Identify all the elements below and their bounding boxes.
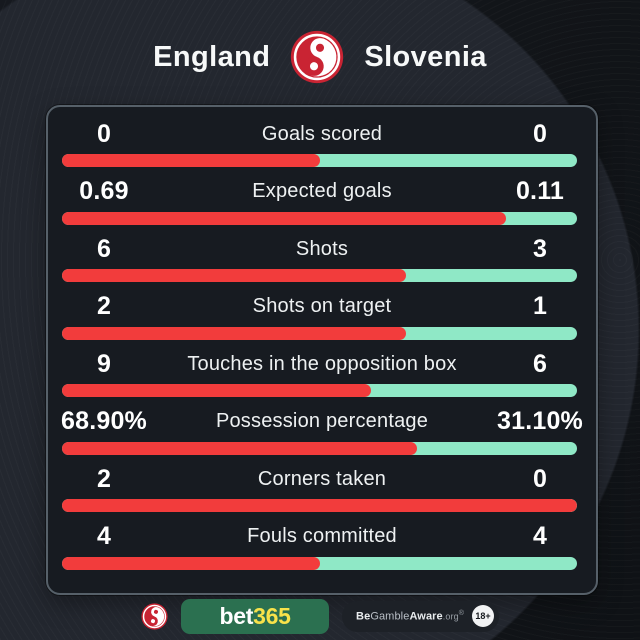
home-bar-fill (62, 441, 417, 455)
stat-bar (62, 556, 577, 570)
stat-label: Goals scored (261, 122, 383, 145)
match-header: England Slovenia (0, 28, 640, 86)
stat-bar (62, 269, 577, 282)
stat-label: Fouls committed (247, 525, 397, 547)
stat-bar (62, 211, 577, 225)
away-value: 0.11 (515, 177, 565, 205)
away-value: 3 (532, 234, 548, 263)
away-value: 31.10% (497, 407, 583, 435)
stat-bar (62, 326, 577, 340)
stat-bar (62, 154, 577, 167)
away-team-name: Slovenia (364, 40, 487, 73)
stat-row-shots: 6 Shots 3 (48, 230, 596, 288)
away-value: 4 (532, 522, 548, 550)
stat-bar (62, 499, 577, 512)
home-bar-fill (62, 211, 507, 225)
home-value: 0 (96, 119, 112, 148)
brand-bet-text: bet (219, 602, 254, 629)
stat-row-touches-opposition-box: 9 Touches in the opposition box 6 (48, 345, 596, 403)
stat-bar (62, 384, 577, 397)
stat-label: Shots (295, 237, 349, 260)
home-bar-fill (62, 556, 320, 570)
begambleaware-label: BeGambleAware.org® (356, 609, 464, 623)
bet365-brand-badge[interactable]: bet 365 (181, 598, 330, 634)
stat-label: Expected goals (252, 180, 392, 202)
stat-row-fouls: 4 Fouls committed 4 (48, 518, 596, 576)
home-value: 6 (96, 234, 112, 263)
stat-label: Possession percentage (215, 410, 429, 432)
home-value: 2 (96, 464, 112, 493)
home-value: 9 (96, 349, 112, 378)
stat-row-possession: 68.90% Possession percentage 31.10% (48, 403, 596, 461)
home-bar-fill (62, 326, 406, 340)
bet365-inplay-logo-small-icon (141, 602, 168, 630)
stat-label: Shots on target (252, 295, 392, 317)
stat-bar (62, 441, 577, 455)
footer: bet 365 BeGambleAware.org® 18+ (0, 597, 640, 635)
home-bar-fill (62, 384, 371, 397)
away-value: 6 (532, 349, 548, 378)
home-team-name: England (153, 40, 271, 73)
stats-panel: 0 Goals scored 0 0.69 Expected goals 0.1… (46, 105, 598, 595)
stat-row-shots-on-target: 2 Shots on target 1 (48, 288, 596, 346)
home-value: 2 (96, 292, 112, 320)
home-value: 68.90% (61, 407, 147, 435)
away-value: 0 (532, 119, 548, 148)
stat-label: Touches in the opposition box (187, 352, 457, 375)
stat-label: Corners taken (257, 467, 387, 490)
home-value: 4 (96, 522, 112, 550)
away-value: 1 (532, 292, 548, 320)
age-18-badge: 18+ (471, 605, 494, 627)
brand-365-text: 365 (253, 602, 291, 629)
away-value: 0 (532, 464, 548, 493)
stat-row-expected-goals: 0.69 Expected goals 0.11 (48, 173, 596, 231)
home-value: 0.69 (79, 177, 129, 205)
home-bar-fill (62, 269, 406, 282)
home-bar-fill (62, 154, 320, 167)
stat-row-goals-scored: 0 Goals scored 0 (48, 115, 596, 173)
bet365-inplay-logo-icon (291, 30, 344, 84)
home-bar-fill (62, 499, 577, 512)
begambleaware-pill[interactable]: BeGambleAware.org® 18+ (342, 600, 499, 632)
stat-row-corners: 2 Corners taken 0 (48, 460, 596, 518)
